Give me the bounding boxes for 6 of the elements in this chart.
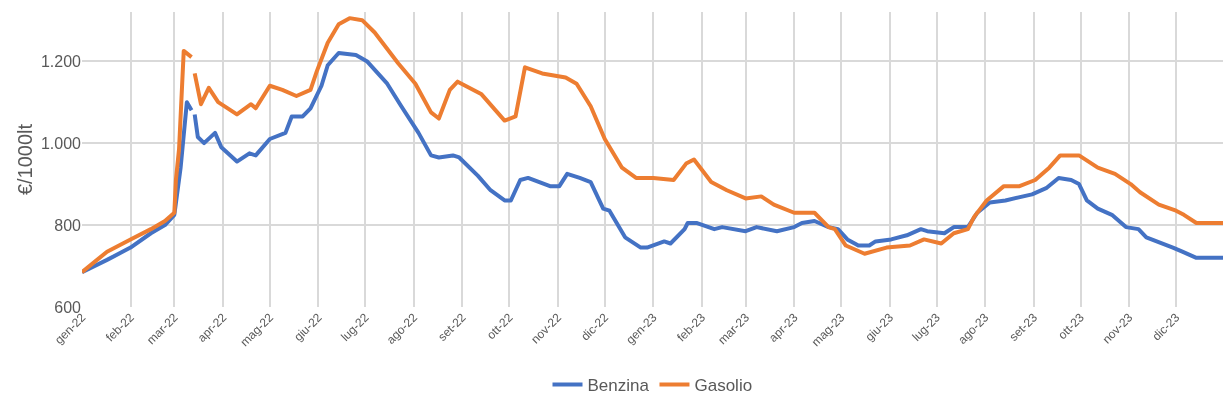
y-tick-label: 1.000 — [40, 134, 82, 152]
legend-label: Benzina — [587, 376, 650, 396]
legend-label: Gasolio — [694, 376, 753, 396]
y-tick-label: 800 — [54, 216, 82, 234]
y-axis-title: €/1000lt — [14, 123, 36, 196]
y-tick-label: 1.200 — [40, 52, 82, 70]
